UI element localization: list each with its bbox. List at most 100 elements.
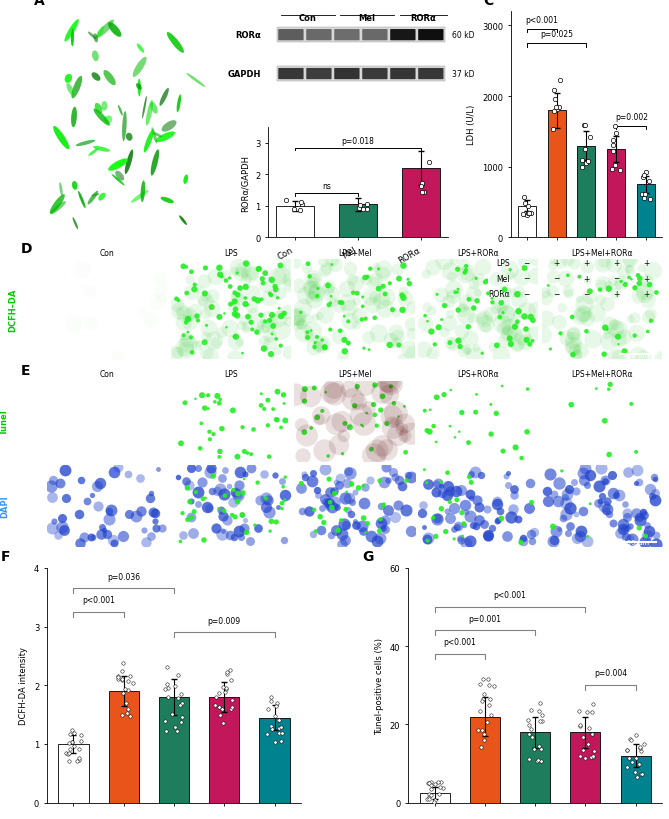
Point xyxy=(565,519,575,532)
Point xyxy=(312,283,323,296)
Point xyxy=(603,383,614,396)
Text: p=0.036: p=0.036 xyxy=(107,572,140,581)
Point xyxy=(187,346,197,360)
Point xyxy=(343,315,354,328)
Point xyxy=(241,258,252,271)
Text: LPS+Mel+RORα: LPS+Mel+RORα xyxy=(571,249,633,258)
Point xyxy=(640,536,651,549)
Point xyxy=(471,388,482,401)
Point xyxy=(644,175,654,188)
Point xyxy=(146,314,157,328)
Point xyxy=(275,287,286,301)
Point xyxy=(444,318,455,331)
Point xyxy=(389,417,400,430)
Point xyxy=(491,273,502,286)
Point xyxy=(108,537,119,550)
Point xyxy=(381,461,391,474)
Point xyxy=(531,270,542,283)
Point xyxy=(572,532,583,545)
Point xyxy=(203,389,213,402)
Point xyxy=(504,333,515,346)
Point xyxy=(331,419,342,432)
Point xyxy=(568,334,579,347)
Point xyxy=(233,289,244,302)
Point xyxy=(563,269,573,283)
Point xyxy=(429,794,440,807)
Point xyxy=(505,269,516,283)
Point xyxy=(236,531,247,544)
Point xyxy=(492,514,503,527)
Ellipse shape xyxy=(92,73,100,82)
Point xyxy=(422,315,433,328)
Ellipse shape xyxy=(124,151,133,174)
Point xyxy=(580,752,591,765)
Point xyxy=(328,496,339,509)
Point xyxy=(490,303,501,316)
Point xyxy=(117,672,128,686)
Point xyxy=(298,468,309,482)
Point xyxy=(578,120,589,133)
Point xyxy=(233,489,244,502)
Text: +: + xyxy=(553,259,560,267)
Point xyxy=(348,393,359,406)
Point xyxy=(524,338,535,351)
Point xyxy=(345,315,356,328)
Point xyxy=(472,295,482,308)
Point xyxy=(368,398,379,411)
Point xyxy=(225,528,235,541)
Point xyxy=(600,474,611,487)
Point xyxy=(170,348,181,361)
Point xyxy=(94,477,105,490)
Point xyxy=(241,274,252,287)
Point xyxy=(227,496,238,509)
Point xyxy=(256,310,266,323)
Point xyxy=(563,527,573,541)
Point xyxy=(445,265,456,278)
Point xyxy=(334,331,345,344)
Point xyxy=(87,489,98,502)
Point xyxy=(341,477,352,490)
Point xyxy=(325,297,336,310)
Point xyxy=(104,505,114,518)
Point xyxy=(302,326,312,339)
Point xyxy=(519,262,530,275)
Point xyxy=(123,684,134,697)
Point xyxy=(326,254,337,267)
Point xyxy=(333,524,344,537)
Point xyxy=(436,476,446,489)
Point xyxy=(453,283,464,296)
Point xyxy=(613,331,624,344)
Point xyxy=(633,269,644,283)
Text: GAPDH: GAPDH xyxy=(227,70,261,79)
Point xyxy=(239,314,250,328)
Point xyxy=(389,510,400,523)
Point xyxy=(334,296,345,310)
Point xyxy=(64,742,75,755)
Point xyxy=(283,306,294,319)
Point xyxy=(421,301,432,314)
Point xyxy=(632,464,643,477)
Point xyxy=(233,488,244,501)
Point xyxy=(602,298,613,311)
Point xyxy=(99,523,110,536)
Point xyxy=(279,494,290,507)
Point xyxy=(230,352,241,365)
Point xyxy=(391,308,401,321)
Point xyxy=(527,534,537,547)
Point xyxy=(237,486,248,500)
Point xyxy=(312,341,323,354)
Point xyxy=(570,344,581,357)
Point xyxy=(400,292,411,305)
Point xyxy=(571,508,581,521)
Point xyxy=(466,492,476,505)
Point xyxy=(199,287,210,301)
Point xyxy=(445,308,456,321)
Ellipse shape xyxy=(183,175,188,184)
Point xyxy=(380,288,391,301)
Point xyxy=(295,204,306,217)
Point xyxy=(320,309,330,322)
Point xyxy=(634,757,645,770)
Point xyxy=(208,428,219,441)
Ellipse shape xyxy=(146,101,153,126)
Point xyxy=(575,719,585,732)
